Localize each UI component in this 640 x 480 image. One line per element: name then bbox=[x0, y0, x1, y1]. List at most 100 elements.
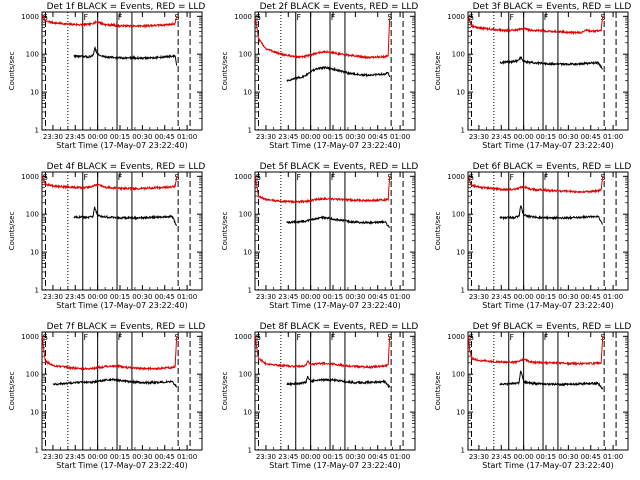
y-tick-label: 1 bbox=[35, 287, 39, 295]
y-tick-label: 10 bbox=[243, 409, 252, 417]
x-tick-label: 00:15 bbox=[110, 133, 130, 141]
chart-panel-2: Det 2f BLACK = Events, RED = LLD 1 10 100 10… bbox=[221, 2, 419, 150]
y-axis-label: Counts/sec bbox=[434, 372, 442, 411]
y-tick-label: 10 bbox=[30, 249, 39, 257]
x-tick-label: 23:45 bbox=[278, 133, 298, 141]
x-tick-label: 00:15 bbox=[110, 453, 130, 461]
x-tick-label: 00:45 bbox=[581, 133, 601, 141]
y-tick-label: 10 bbox=[456, 89, 465, 97]
x-tick-label: 00:00 bbox=[514, 293, 534, 301]
x-tick-label: 23:45 bbox=[491, 293, 511, 301]
flag-label-2: F bbox=[544, 173, 549, 182]
x-axis-label: Start Time (17-May-07 23:22:40) bbox=[482, 141, 613, 150]
x-tick-label: 23:45 bbox=[278, 293, 298, 301]
flag-label-2: F bbox=[331, 333, 336, 342]
x-tick-label: 23:30 bbox=[256, 133, 276, 141]
y-tick-label: 100 bbox=[239, 51, 252, 59]
events-series-line bbox=[73, 45, 178, 66]
x-tick-label: 00:00 bbox=[88, 453, 108, 461]
x-tick-label: 01:00 bbox=[177, 453, 197, 461]
flag-label-1: F bbox=[509, 173, 514, 182]
y-tick-label: 1 bbox=[248, 127, 252, 135]
y-tick-label: 1000 bbox=[234, 13, 252, 21]
events-series-line bbox=[499, 370, 604, 390]
x-tick-label: 00:15 bbox=[323, 453, 343, 461]
y-axis-label: Counts/sec bbox=[434, 212, 442, 251]
x-tick-label: 00:00 bbox=[514, 453, 534, 461]
events-series-line bbox=[499, 56, 604, 70]
x-tick-label: 23:30 bbox=[469, 293, 489, 301]
plot-frame bbox=[254, 11, 416, 131]
x-tick-label: 01:00 bbox=[603, 293, 623, 301]
y-tick-label: 1000 bbox=[21, 173, 39, 181]
y-axis-label: Counts/sec bbox=[434, 52, 442, 91]
y-tick-label: 1 bbox=[35, 447, 39, 455]
flag-label-1: F bbox=[83, 13, 88, 22]
y-tick-label: 1 bbox=[248, 287, 252, 295]
x-tick-label: 00:00 bbox=[301, 453, 321, 461]
lld-series-line bbox=[467, 336, 604, 367]
y-tick-label: 1000 bbox=[447, 13, 465, 21]
x-tick-label: 00:30 bbox=[345, 453, 365, 461]
x-tick-label: 00:45 bbox=[581, 453, 601, 461]
flag-label-2: F bbox=[118, 173, 123, 182]
x-tick-label: 23:30 bbox=[256, 293, 276, 301]
plot-frame bbox=[254, 331, 416, 451]
x-tick-label: 23:45 bbox=[278, 453, 298, 461]
y-axis-label: Counts/sec bbox=[8, 372, 16, 411]
start-flag-label: S bbox=[43, 173, 48, 182]
x-tick-label: 23:45 bbox=[491, 133, 511, 141]
x-tick-label: 00:15 bbox=[323, 293, 343, 301]
flag-label-2: F bbox=[118, 333, 123, 342]
chart-title: Det 7f BLACK = Events, RED = LLD bbox=[47, 322, 206, 332]
y-tick-label: 1000 bbox=[234, 173, 252, 181]
x-tick-label: 00:00 bbox=[88, 293, 108, 301]
y-tick-label: 1 bbox=[461, 287, 465, 295]
x-tick-label: 00:45 bbox=[155, 133, 175, 141]
flag-label-1: F bbox=[296, 13, 301, 22]
x-axis-label: Start Time (17-May-07 23:22:40) bbox=[269, 301, 400, 310]
x-axis-label: Start Time (17-May-07 23:22:40) bbox=[482, 461, 613, 470]
x-tick-label: 01:00 bbox=[390, 453, 410, 461]
start-flag-label: S bbox=[469, 333, 474, 342]
x-tick-label: 23:30 bbox=[256, 453, 276, 461]
y-axis-label: Counts/sec bbox=[8, 212, 16, 251]
x-tick-label: 01:00 bbox=[177, 293, 197, 301]
x-tick-label: 00:00 bbox=[301, 133, 321, 141]
events-series-line bbox=[286, 215, 390, 229]
events-series-line bbox=[73, 206, 177, 226]
y-tick-label: 100 bbox=[26, 211, 39, 219]
chart-panel-4: Det 4f BLACK = Events, RED = LLD 1 10 100 10… bbox=[8, 162, 205, 310]
y-tick-label: 1000 bbox=[21, 333, 39, 341]
events-series-line bbox=[286, 65, 391, 82]
plot-frame bbox=[467, 171, 629, 291]
flag-label-1: F bbox=[509, 333, 514, 342]
x-tick-label: 23:30 bbox=[43, 453, 63, 461]
y-tick-label: 1 bbox=[461, 447, 465, 455]
flag-label-2: F bbox=[331, 13, 336, 22]
x-tick-label: 01:00 bbox=[603, 453, 623, 461]
flag-label-1: F bbox=[296, 333, 301, 342]
chart-title: Det 2f BLACK = Events, RED = LLD bbox=[260, 2, 419, 12]
x-tick-label: 00:45 bbox=[581, 293, 601, 301]
y-tick-label: 100 bbox=[239, 211, 252, 219]
x-axis-label: Start Time (17-May-07 23:22:40) bbox=[56, 461, 187, 470]
chart-panel-1: Det 1f BLACK = Events, RED = LLD 1 10 100 10… bbox=[8, 2, 205, 150]
x-tick-label: 23:45 bbox=[65, 133, 85, 141]
y-tick-label: 1000 bbox=[21, 13, 39, 21]
plot-frame bbox=[41, 331, 203, 451]
y-tick-label: 100 bbox=[26, 371, 39, 379]
x-tick-label: 00:45 bbox=[368, 133, 388, 141]
start-flag-label: S bbox=[469, 13, 474, 22]
start-flag-label: S bbox=[43, 13, 48, 22]
chart-panel-5: Det 5f BLACK = Events, RED = LLD 1 10 100 10… bbox=[221, 162, 418, 310]
x-axis-label: Start Time (17-May-07 23:22:40) bbox=[56, 301, 187, 310]
lld-series-line bbox=[254, 336, 391, 370]
y-tick-label: 1 bbox=[461, 127, 465, 135]
y-tick-label: 100 bbox=[452, 51, 465, 59]
x-tick-label: 00:15 bbox=[110, 293, 130, 301]
y-axis-label: Counts/sec bbox=[8, 52, 16, 91]
x-tick-label: 00:00 bbox=[88, 133, 108, 141]
chart-panel-8: Det 8f BLACK = Events, RED = LLD 1 10 100 10… bbox=[221, 322, 418, 470]
flag-label-2: F bbox=[544, 333, 549, 342]
